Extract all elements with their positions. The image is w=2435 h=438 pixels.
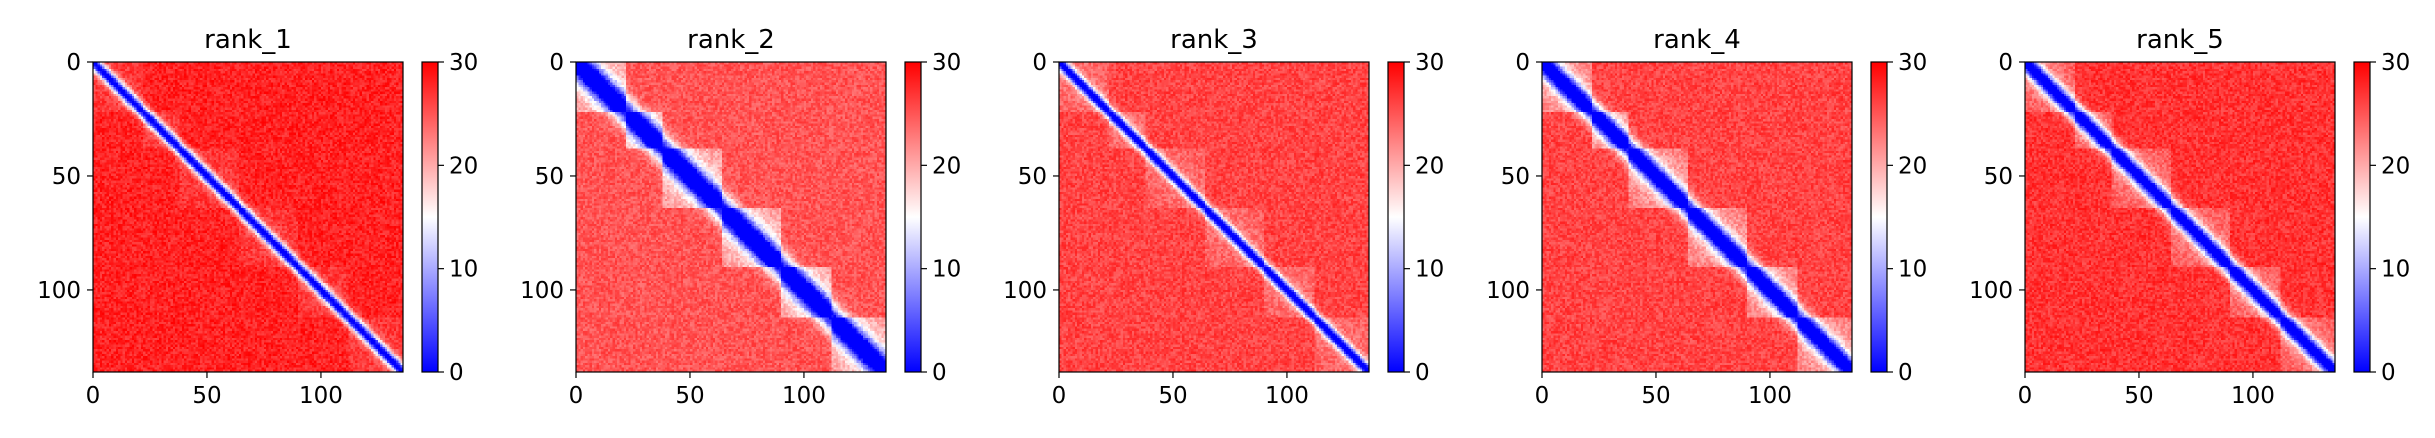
y-tick-label: 100 bbox=[1003, 278, 1047, 304]
x-tick-label: 50 bbox=[675, 383, 704, 409]
colorbar bbox=[904, 61, 922, 373]
heatmap-frame bbox=[1058, 61, 1370, 373]
colorbar-tick-label: 10 bbox=[932, 257, 961, 283]
heatmap-panel-1: rank_1 0 50 100 0 50 100 0 10 20 30 bbox=[37, 25, 478, 409]
colorbar-tick-label: 20 bbox=[932, 153, 961, 179]
y-tick-label: 50 bbox=[52, 164, 81, 190]
colorbar-tick-label: 30 bbox=[1415, 50, 1444, 76]
colorbar-tick-label: 10 bbox=[1898, 257, 1927, 283]
colorbar-tick-label: 0 bbox=[1898, 360, 1913, 386]
heatmap-panel-3: rank_3 0 50 100 0 50 100 0 10 20 30 bbox=[1003, 25, 1444, 409]
heatmap-frame bbox=[92, 61, 404, 373]
colorbar-tick-label: 10 bbox=[449, 257, 478, 283]
y-tick-label: 0 bbox=[1515, 50, 1530, 76]
y-tick-label: 0 bbox=[549, 50, 564, 76]
colorbar bbox=[1870, 61, 1888, 373]
panel-title: rank_5 bbox=[2136, 25, 2224, 55]
y-tick-label: 50 bbox=[1501, 164, 1530, 190]
y-tick-label: 100 bbox=[1486, 278, 1530, 304]
x-tick-label: 0 bbox=[1052, 383, 1067, 409]
colorbar-tick-label: 20 bbox=[2381, 153, 2410, 179]
heatmap-panel-4: rank_4 0 50 100 0 50 100 0 10 20 30 bbox=[1486, 25, 1927, 409]
x-tick-label: 100 bbox=[2231, 383, 2275, 409]
panel-title: rank_3 bbox=[1170, 25, 1258, 55]
x-tick-label: 0 bbox=[86, 383, 101, 409]
heatmap-frame bbox=[575, 61, 887, 373]
colorbar-tick-label: 20 bbox=[449, 153, 478, 179]
x-tick-label: 50 bbox=[192, 383, 221, 409]
heatmap-matrix bbox=[576, 62, 886, 372]
heatmap-matrix bbox=[2025, 62, 2335, 372]
y-tick-label: 50 bbox=[1018, 164, 1047, 190]
x-tick-label: 50 bbox=[1641, 383, 1670, 409]
y-tick-label: 0 bbox=[66, 50, 81, 76]
heatmap-frame bbox=[2024, 61, 2336, 373]
colorbar bbox=[421, 61, 439, 373]
x-tick-label: 100 bbox=[1265, 383, 1309, 409]
colorbar bbox=[2353, 61, 2371, 373]
colorbar-tick-label: 10 bbox=[1415, 257, 1444, 283]
colorbar-tick-label: 0 bbox=[449, 360, 464, 386]
colorbar-tick-label: 30 bbox=[932, 50, 961, 76]
x-tick-label: 0 bbox=[1535, 383, 1550, 409]
x-tick-label: 0 bbox=[569, 383, 584, 409]
heatmap-frame bbox=[1541, 61, 1853, 373]
y-tick-label: 0 bbox=[1032, 50, 1047, 76]
x-tick-label: 100 bbox=[299, 383, 343, 409]
heatmap-matrix bbox=[1542, 62, 1852, 372]
panel-title: rank_1 bbox=[204, 25, 292, 55]
panel-title: rank_4 bbox=[1653, 25, 1741, 55]
colorbar-tick-label: 20 bbox=[1415, 153, 1444, 179]
heatmap-matrix bbox=[1059, 62, 1369, 372]
y-tick-label: 0 bbox=[1998, 50, 2013, 76]
x-tick-label: 50 bbox=[1158, 383, 1187, 409]
colorbar-tick-label: 0 bbox=[932, 360, 947, 386]
y-tick-label: 100 bbox=[520, 278, 564, 304]
x-tick-label: 0 bbox=[2018, 383, 2033, 409]
y-tick-label: 50 bbox=[1984, 164, 2013, 190]
colorbar-tick-label: 10 bbox=[2381, 257, 2410, 283]
x-tick-label: 50 bbox=[2124, 383, 2153, 409]
y-tick-label: 50 bbox=[535, 164, 564, 190]
panel-title: rank_2 bbox=[687, 25, 775, 55]
x-tick-label: 100 bbox=[1748, 383, 1792, 409]
colorbar-tick-label: 30 bbox=[1898, 50, 1927, 76]
x-tick-label: 100 bbox=[782, 383, 826, 409]
heatmap-panel-5: rank_5 0 50 100 0 50 100 0 10 20 30 bbox=[1969, 25, 2410, 409]
colorbar-tick-label: 20 bbox=[1898, 153, 1927, 179]
colorbar-tick-label: 30 bbox=[2381, 50, 2410, 76]
y-tick-label: 100 bbox=[37, 278, 81, 304]
heatmap-matrix bbox=[93, 62, 403, 372]
colorbar bbox=[1387, 61, 1405, 373]
colorbar-tick-label: 0 bbox=[2381, 360, 2396, 386]
heatmap-panel-2: rank_2 0 50 100 0 50 100 0 10 20 30 bbox=[520, 25, 961, 409]
y-tick-label: 100 bbox=[1969, 278, 2013, 304]
colorbar-tick-label: 0 bbox=[1415, 360, 1430, 386]
colorbar-tick-label: 30 bbox=[449, 50, 478, 76]
